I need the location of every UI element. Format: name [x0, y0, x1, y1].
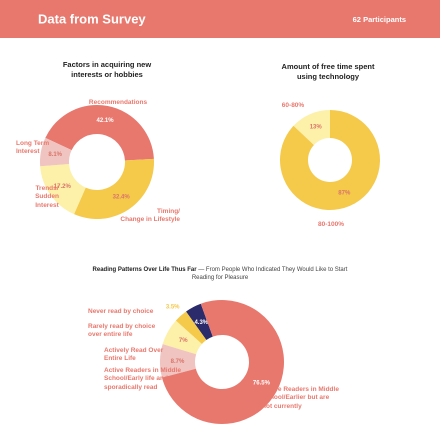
subtitle: — From People Who Indicated They Would L… — [191, 267, 348, 282]
value-label: 87% — [338, 191, 351, 197]
value-label: 17.2% — [54, 184, 72, 190]
value-label: 3.5% — [166, 304, 180, 310]
slice — [162, 320, 202, 355]
category-label: Active Readers in Middle School/Earlier … — [262, 386, 339, 410]
slice — [175, 311, 207, 344]
value-label: 8.7% — [171, 359, 185, 365]
slice — [279, 110, 380, 211]
category-label: Actively Read Over Entire Life — [104, 347, 164, 363]
value-label: 42.1% — [97, 118, 115, 124]
header-band — [0, 0, 440, 38]
category-label: 60-80% — [281, 102, 305, 109]
value-label: 7% — [179, 338, 188, 344]
value-label: 32.4% — [113, 195, 131, 201]
slice — [159, 344, 197, 378]
slice — [45, 105, 154, 161]
category-label: Never read by choice — [88, 308, 154, 315]
value-label: 76.5% — [253, 380, 271, 386]
chart-title: Amount of free time spent using technolo… — [281, 62, 375, 81]
slice — [162, 299, 284, 424]
category-label: Trends/ Sudden Interest — [35, 185, 59, 209]
category-label: Timing/ Change in Lifestyle — [120, 208, 180, 224]
slice — [74, 158, 154, 219]
participants: 62 Participants — [353, 15, 406, 24]
value-label: 13% — [310, 125, 323, 131]
header-title: Data from Survey — [38, 11, 146, 26]
chart-title: Factors in acquiring new interests or ho… — [62, 60, 152, 79]
category-label: Long Term Interest — [16, 140, 50, 156]
slice — [186, 303, 213, 341]
slice — [40, 164, 86, 215]
value-label: 8.1% — [48, 152, 62, 158]
chart-title: Reading Patterns Over Life Thus Far — Fr… — [85, 266, 355, 282]
category-label: 80-100% — [317, 221, 345, 228]
title: Reading Patterns Over Life Thus Far — [92, 267, 197, 273]
value-label: 4.3% — [194, 320, 208, 326]
slice — [293, 110, 330, 145]
category-label: Active Readers in Middle School/Early li… — [104, 367, 183, 391]
category-label: Recommendations — [88, 99, 148, 106]
category-label: Rarely read by choice over entire life — [88, 323, 156, 339]
slice — [40, 137, 72, 167]
